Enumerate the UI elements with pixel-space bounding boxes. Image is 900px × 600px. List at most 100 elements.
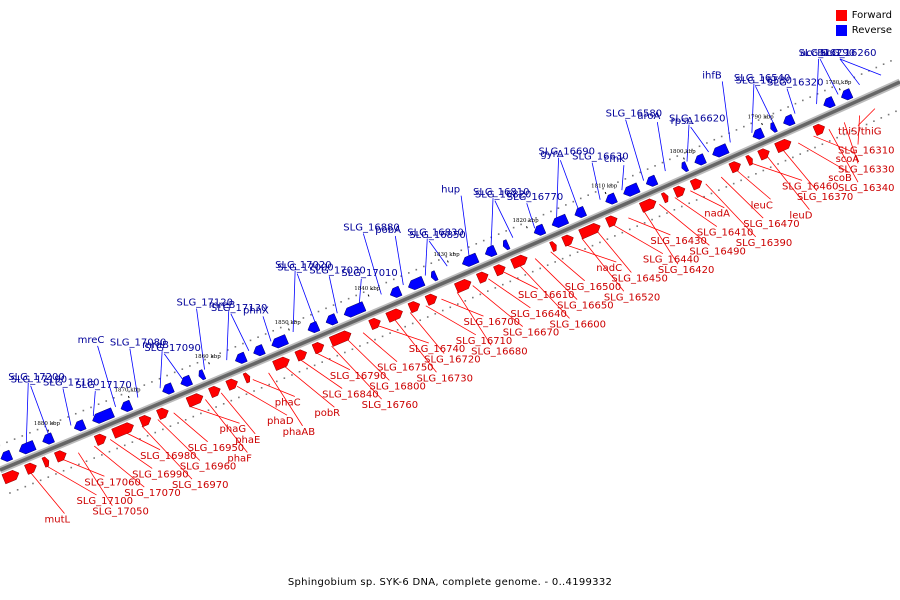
scale-tick (526, 226, 528, 229)
gene-leader (690, 190, 725, 209)
gene-leader (612, 224, 664, 255)
gene-leader (109, 439, 153, 469)
scale-label: 1810 kbp (591, 183, 618, 189)
scale-label: 1790 kbp (748, 115, 775, 121)
forward-gene-label: SLG_16720 (424, 355, 480, 366)
guide-dot (520, 223, 522, 226)
forward-gene-arrow (672, 185, 686, 198)
forward-gene-label: leuC (751, 200, 773, 211)
reverse-gene-arrow (681, 161, 690, 173)
legend: Forward Reverse (835, 8, 892, 38)
guide-dot (93, 457, 95, 459)
guide-dot (550, 210, 552, 213)
gene-leader (659, 204, 710, 246)
guide-dot (381, 335, 384, 338)
guide-dot (472, 296, 474, 299)
forward-gene-label: SLG_16500 (565, 282, 621, 293)
forward-gene-arrow (549, 241, 557, 253)
gene-leader (643, 210, 679, 265)
guide-dot (666, 212, 668, 214)
gene-leader (362, 233, 382, 295)
guide-dot (226, 349, 229, 351)
gene-leader (556, 157, 559, 219)
reverse-gene-arrow (18, 440, 37, 455)
gene-leader (97, 345, 116, 407)
gene-leader-lines (25, 58, 882, 514)
guide-dot (843, 133, 846, 136)
guide-dot (200, 412, 202, 415)
guide-dot (669, 158, 671, 161)
gene-leader (488, 278, 531, 309)
gene-leader (503, 271, 539, 290)
scale-tick (683, 157, 685, 160)
guide-dot (151, 381, 153, 383)
forward-gene-label: SLG_16490 (689, 246, 745, 257)
guide-dot (407, 272, 410, 274)
guide-dot (328, 358, 331, 360)
guide-dot (784, 159, 787, 162)
gene-leader (494, 200, 514, 238)
reverse-gene-label: SLG_16770 (507, 192, 563, 203)
guide-dot (404, 325, 406, 328)
gene-leader (621, 165, 625, 191)
guide-dot (291, 374, 293, 376)
guide-dot (646, 168, 649, 170)
guide-dot (332, 304, 335, 306)
guide-dot (740, 179, 742, 182)
reverse-gene-label: SLG_16320 (767, 78, 823, 89)
reverse-gene-arrow (574, 205, 588, 219)
forward-gene-label: SLG_16670 (503, 328, 559, 339)
gene-leader (490, 198, 494, 248)
forward-gene-label: scoA (836, 154, 860, 165)
gene-leader (94, 445, 145, 488)
guide-dot (821, 143, 824, 146)
gene-leader (767, 156, 810, 210)
guide-dot (181, 368, 184, 370)
guide-dot (78, 463, 80, 466)
forward-gene-arrow (774, 138, 792, 154)
reverse-gene-arrow (407, 275, 426, 291)
gene-leader (62, 388, 72, 426)
guide-dot (673, 209, 676, 211)
forward-gene-arrow (24, 462, 37, 475)
guide-dot (139, 438, 141, 440)
guide-dot (310, 313, 312, 316)
guide-dot (287, 323, 290, 326)
guide-dot (143, 384, 146, 386)
forward-gene-arrow (728, 161, 741, 174)
guide-dot (777, 163, 779, 165)
guide-dot (101, 454, 103, 456)
guide-dot (661, 161, 664, 164)
reverse-gene-label: SLG_16530 (735, 75, 791, 86)
guide-dot (587, 194, 589, 196)
reverse-gene-arrow (162, 382, 175, 395)
guide-dot (146, 434, 149, 437)
guide-dot (70, 466, 73, 469)
scale-label: 1850 kbp (275, 320, 302, 326)
scale-label: 1780 kbp (825, 80, 852, 86)
gene-leader (62, 458, 105, 477)
gene-leader (230, 313, 250, 351)
guide-dot (769, 166, 772, 169)
forward-gene-label: phaF (227, 454, 252, 465)
guide-dot (55, 473, 57, 475)
gene-leader (686, 124, 690, 162)
guide-dot (196, 361, 199, 364)
guide-dot (828, 140, 831, 142)
guide-dot (698, 145, 701, 148)
forward-gene-arrow (368, 317, 381, 331)
guide-dot (531, 270, 534, 273)
reverse-gene-label: SLG_16880 (343, 222, 399, 233)
guide-dot (713, 138, 716, 141)
genome-caption: Sphingobium sp. SYK-6 DNA, complete geno… (287, 577, 613, 588)
guide-dot (82, 409, 85, 412)
guide-dot (158, 377, 161, 380)
forward-gene-arrow (757, 148, 770, 161)
forward-gene-arrow (453, 279, 472, 294)
forward-gene-arrow (41, 456, 50, 468)
reverse-gene-label: phnX (243, 305, 269, 316)
guide-dot (824, 89, 826, 92)
gene-leader (782, 149, 818, 192)
forward-gene-arrow (812, 123, 826, 136)
guide-dot (340, 301, 342, 303)
